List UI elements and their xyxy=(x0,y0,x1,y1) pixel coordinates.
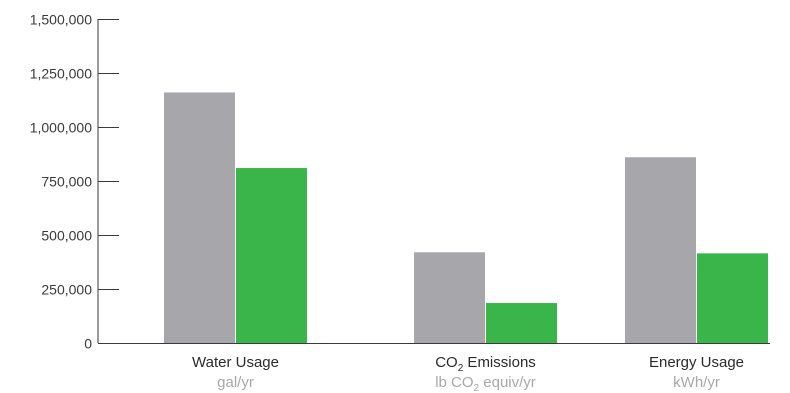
bar-series-2-2 xyxy=(697,253,768,343)
bar-series-1-1 xyxy=(414,252,485,343)
y-tick-label: 0 xyxy=(84,336,92,352)
y-tick-label: 1,000,000 xyxy=(30,120,92,136)
bar-series-2-1 xyxy=(486,303,557,343)
bar-series-1-0 xyxy=(164,92,235,343)
y-tick-label: 500,000 xyxy=(41,228,92,244)
y-tick-label: 1,250,000 xyxy=(30,66,92,82)
x-category-label: CO2 Emissions xyxy=(435,354,536,374)
bar-series-2-0 xyxy=(236,168,307,343)
x-category-unit: lb CO2 equiv/yr xyxy=(435,374,536,393)
x-category-unit: kWh/yr xyxy=(673,374,720,391)
x-category-unit: gal/yr xyxy=(217,374,254,391)
x-category-label: Water Usage xyxy=(192,354,279,371)
y-tick-label: 750,000 xyxy=(41,174,92,190)
x-category-label: Energy Usage xyxy=(649,354,744,371)
y-tick-label: 250,000 xyxy=(41,282,92,298)
bar-series-1-2 xyxy=(625,157,696,343)
y-axis: 0 250,000 500,000 750,000 1,000,000 1,250,000… xyxy=(30,12,119,352)
bars xyxy=(164,92,768,343)
y-tick-label: 1,500,000 xyxy=(30,12,92,28)
